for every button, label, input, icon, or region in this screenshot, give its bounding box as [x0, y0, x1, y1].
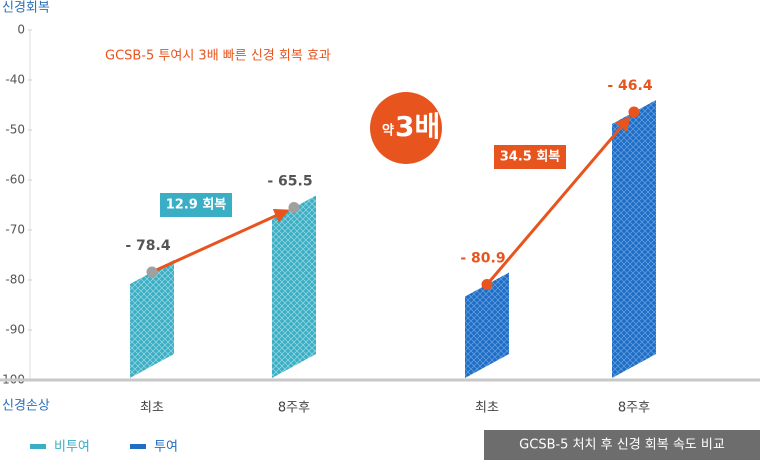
x-tick-label: 8주후: [618, 401, 650, 416]
x-tick-label: 최초: [140, 401, 164, 416]
value-label: - 78.4: [125, 238, 170, 254]
badge-large: 3배: [395, 110, 440, 143]
y-tick-label: -60: [5, 173, 25, 187]
dot: [288, 202, 300, 213]
arrow: [151, 208, 290, 274]
dot: [146, 266, 158, 278]
legend-label: 비투여: [54, 440, 90, 455]
value-label: - 65.5: [267, 174, 312, 190]
y-tick-label: -50: [5, 123, 25, 137]
footer: GCSB-5 처치 후 신경 회복 속도 비교: [519, 438, 725, 453]
bar: [130, 260, 174, 378]
bar: [272, 195, 316, 378]
y-tick-label: 0: [17, 23, 25, 37]
chart-title: GCSB-5 투여시 3배 빠른 신경 회복 효과: [105, 49, 331, 64]
arrow: [485, 115, 631, 286]
annotation-box: [160, 193, 232, 217]
dot: [481, 279, 493, 290]
annotation: 34.5 회복: [500, 149, 561, 165]
y-label-top: 신경회복: [2, 1, 50, 16]
value-label: - 46.4: [607, 78, 652, 94]
legend-label: 투여: [154, 440, 178, 455]
bar: [465, 272, 509, 378]
badge-small: 약: [382, 123, 394, 139]
x-tick-label: 8주후: [278, 401, 310, 416]
dot: [628, 106, 640, 118]
annotation: 12.9 회복: [166, 197, 227, 213]
bar: [612, 100, 656, 378]
badge: [370, 92, 442, 164]
legend-swatch: [30, 444, 46, 449]
y-tick-label: -70: [5, 223, 25, 237]
x-tick-label: 최초: [475, 401, 499, 416]
y-label-bottom: 신경손상: [2, 399, 50, 414]
annotation-box: [494, 145, 566, 169]
y-tick-label: -80: [5, 273, 25, 287]
value-label: - 80.9: [460, 251, 505, 267]
y-tick-label: -90: [5, 323, 25, 337]
footer-box: [484, 430, 760, 460]
legend-swatch: [130, 444, 146, 449]
y-tick-label: -40: [5, 73, 25, 87]
